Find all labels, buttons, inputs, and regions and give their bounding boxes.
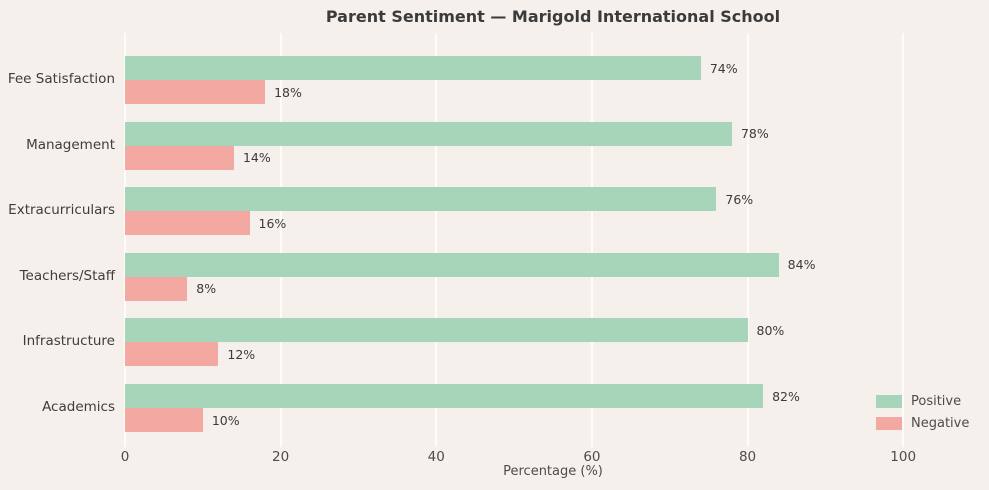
bar-group: Teachers/Staff 84% 8%: [20, 252, 981, 301]
negative-bar: [125, 211, 250, 236]
gridline: [590, 33, 593, 442]
value-label: 76%: [725, 191, 754, 207]
bar-group: Extracurriculars 76% 16%: [8, 187, 981, 236]
x-axis: 0 20 40 60 80 100: [121, 442, 981, 472]
x-tick-label: 60: [583, 449, 601, 465]
x-tick-label: 80: [738, 449, 757, 465]
positive-bar-row: 80%: [125, 318, 785, 343]
legend-label-positive: Positive: [911, 394, 962, 409]
category-label: Extracurriculars: [8, 202, 115, 219]
x-axis-label: Percentage (%): [503, 464, 603, 479]
positive-bar-row: 84%: [125, 252, 816, 277]
category-label: Fee Satisfaction: [7, 71, 115, 87]
legend-label-negative: Negative: [911, 416, 970, 431]
positive-bar-row: 78%: [125, 121, 769, 146]
category-label: Teachers/Staff: [19, 267, 115, 284]
negative-bar-row: 12%: [125, 342, 256, 367]
x-tick-mark: [746, 442, 749, 447]
value-label: 8%: [196, 281, 217, 297]
gridline: [435, 33, 438, 442]
positive-bar: [125, 252, 779, 277]
gridline: [124, 33, 126, 442]
x-tick-mark: [435, 442, 438, 447]
x-tick-label: 0: [120, 449, 130, 465]
negative-bar-row: 10%: [125, 408, 240, 432]
bar-group: Management 78% 14%: [26, 121, 981, 170]
positive-bar: [125, 121, 732, 146]
negative-bar: [125, 408, 203, 432]
value-label: 78%: [740, 126, 769, 142]
value-label: 82%: [772, 388, 800, 404]
negative-bar: [125, 80, 266, 104]
gridline: [746, 33, 749, 442]
legend-swatch-positive-icon: [876, 395, 902, 408]
value-label: 12%: [227, 346, 256, 362]
bar-group: Fee Satisfaction 74% 18%: [8, 56, 981, 104]
value-label: 18%: [274, 84, 302, 100]
gridline: [279, 33, 282, 442]
value-label: 16%: [258, 215, 287, 231]
negative-bar: [125, 145, 234, 170]
positive-bar-row: 82%: [125, 384, 800, 408]
gridline: [902, 33, 905, 442]
x-tick-mark: [279, 442, 282, 447]
plot-area: Fee Satisfaction 74% 18% Management 78% 14% Ex…: [8, 33, 981, 442]
x-tick-label: 40: [427, 449, 445, 465]
positive-bar: [125, 56, 701, 80]
value-label: 14%: [242, 150, 271, 166]
bar-group: Academics 82% 10%: [42, 384, 981, 432]
category-label: Infrastructure: [22, 333, 115, 350]
positive-bar-row: 74%: [125, 56, 738, 80]
category-label: Management: [26, 136, 115, 153]
positive-bar-row: 76%: [125, 187, 754, 212]
legend-item-positive: Positive: [876, 394, 969, 409]
positive-bar: [125, 384, 764, 408]
negative-bar-row: 8%: [125, 276, 217, 301]
x-tick-mark: [590, 442, 593, 447]
value-label: 74%: [709, 60, 738, 76]
negative-bar-row: 16%: [125, 211, 287, 236]
negative-bar-row: 14%: [125, 145, 271, 170]
x-tick-mark: [902, 442, 905, 447]
negative-bar: [125, 342, 219, 367]
chart-title: Parent Sentiment — Marigold Internationa…: [325, 7, 781, 26]
category-label: Academics: [42, 399, 115, 415]
x-tick-mark: [124, 442, 126, 447]
positive-bar: [125, 187, 717, 212]
negative-bar-row: 18%: [125, 80, 302, 104]
value-label: 84%: [787, 257, 816, 273]
negative-bar: [125, 276, 188, 301]
value-label: 10%: [211, 412, 240, 428]
value-label: 80%: [756, 322, 785, 338]
x-tick-label: 20: [272, 449, 290, 465]
positive-bar: [125, 318, 748, 343]
x-tick-label: 100: [890, 449, 917, 465]
bar-group: Infrastructure 80% 12%: [23, 318, 981, 367]
legend: Positive Negative: [876, 394, 969, 431]
legend-item-negative: Negative: [876, 416, 969, 431]
legend-swatch-negative-icon: [876, 417, 902, 430]
